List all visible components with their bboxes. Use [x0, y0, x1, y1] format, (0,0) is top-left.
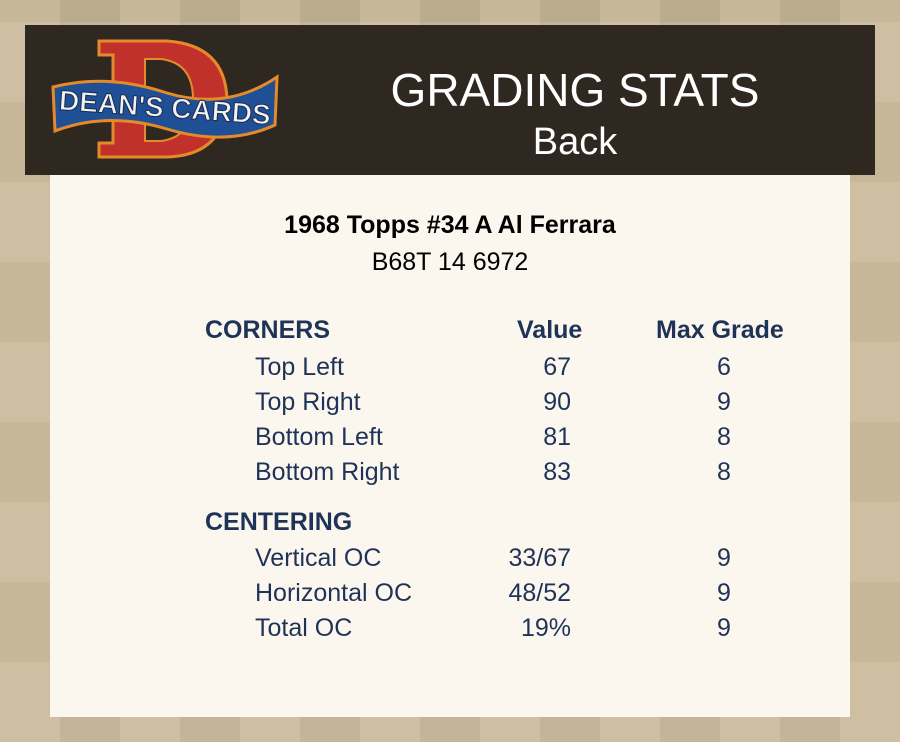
row-value: 90: [543, 388, 571, 416]
row-label: Bottom Right: [255, 458, 400, 486]
deans-cards-logo: DEAN'S CARDS: [51, 39, 279, 159]
row-label: Bottom Left: [255, 423, 383, 451]
row-max-grade: 9: [717, 388, 731, 416]
centering-header-row: CENTERING: [50, 508, 850, 540]
corners-header-row: CORNERS Value Max Grade: [50, 316, 850, 348]
row-label: Vertical OC: [255, 544, 382, 572]
page-title: GRADING STATS: [390, 64, 760, 116]
stats-panel: 1968 Topps #34 A Al Ferrara B68T 14 6972…: [50, 175, 850, 717]
row-label: Top Right: [255, 388, 361, 416]
table-row: Bottom Left 81 8: [50, 423, 850, 455]
section-title: CORNERS: [205, 316, 331, 344]
column-header-value: Value: [517, 316, 583, 344]
row-value: 81: [543, 423, 571, 451]
row-label: Top Left: [255, 353, 344, 381]
row-max-grade: 9: [717, 544, 731, 572]
table-row: Horizontal OC 48/52 9: [50, 579, 850, 611]
row-value: 83: [543, 458, 571, 486]
row-value: 48/52: [508, 579, 571, 607]
row-max-grade: 8: [717, 458, 731, 486]
table-row: Vertical OC 33/67 9: [50, 544, 850, 576]
row-max-grade: 8: [717, 423, 731, 451]
section-title: CENTERING: [205, 508, 353, 536]
row-value: 67: [543, 353, 571, 381]
cert-number: B68T 14 6972: [371, 248, 529, 276]
table-row: Top Left 67 6: [50, 353, 850, 385]
row-value: 19%: [520, 614, 571, 642]
table-row: Bottom Right 83 8: [50, 458, 850, 490]
page-subtitle: Back: [532, 121, 618, 163]
row-max-grade: 9: [717, 614, 731, 642]
column-header-max-grade: Max Grade: [656, 316, 784, 344]
row-label: Total OC: [255, 614, 353, 642]
row-max-grade: 6: [717, 353, 731, 381]
table-row: Top Right 90 9: [50, 388, 850, 420]
table-row: Total OC 19% 9: [50, 614, 850, 646]
header: DEAN'S CARDS GRADING STATS Back: [25, 25, 875, 175]
row-value: 33/67: [508, 544, 571, 572]
row-max-grade: 9: [717, 579, 731, 607]
row-label: Horizontal OC: [255, 579, 412, 607]
card-name: 1968 Topps #34 A Al Ferrara: [284, 211, 616, 239]
